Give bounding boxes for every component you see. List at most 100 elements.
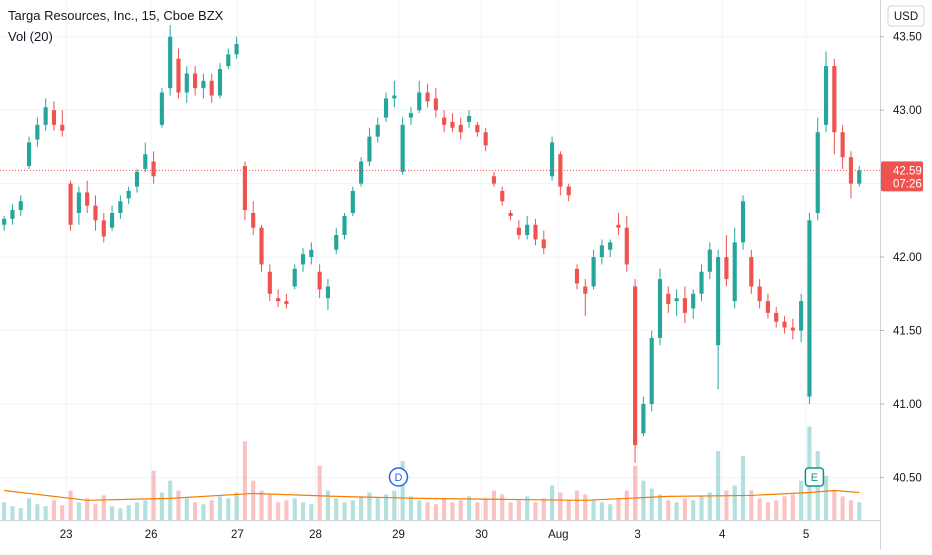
candle-body	[309, 249, 314, 258]
candle-body	[375, 124, 380, 137]
candle-body	[201, 80, 206, 89]
candle-body	[234, 44, 239, 55]
volume-bar	[126, 505, 131, 520]
candle-body	[292, 268, 297, 287]
candle-body	[525, 224, 530, 236]
candle-body	[184, 73, 189, 93]
candle-body	[815, 132, 820, 213]
candle-body	[342, 215, 347, 236]
volume-bar	[583, 494, 588, 520]
candle-body	[533, 224, 538, 240]
candle-body	[110, 212, 115, 228]
volume-bar	[267, 494, 272, 520]
candle-body	[2, 218, 7, 225]
candle-body	[782, 321, 787, 328]
candle-body	[608, 242, 613, 250]
volume-bar	[35, 504, 40, 520]
volume-ma	[4, 489, 860, 501]
candle-body	[85, 192, 90, 206]
volume-bar	[799, 480, 804, 520]
candle-body	[425, 92, 430, 102]
volume-bar	[674, 502, 679, 520]
volume-bar	[193, 502, 198, 520]
candle-body	[450, 121, 455, 128]
x-tick-label: 27	[231, 529, 244, 541]
volume-bar	[375, 498, 380, 520]
candle-body	[466, 116, 472, 122]
volume-bar	[317, 465, 322, 520]
candle-body	[317, 271, 322, 290]
volume-bar	[259, 490, 264, 520]
candle-body	[682, 298, 687, 313]
candle-body	[433, 98, 438, 111]
volume-bar	[234, 492, 239, 520]
candle-body	[226, 54, 231, 67]
candle-body	[757, 286, 762, 302]
volume-bar	[848, 500, 854, 520]
volume-bar	[43, 506, 48, 520]
y-tick-label: 42.00	[893, 252, 922, 264]
volume-bar	[657, 494, 663, 520]
candle-body	[574, 268, 580, 284]
volume-bar	[184, 498, 189, 520]
currency: USD	[894, 11, 918, 23]
volume-bar	[641, 480, 646, 520]
candle-body	[566, 186, 571, 196]
volume-bar	[857, 502, 862, 520]
candle-body	[350, 190, 355, 213]
volume-bar	[633, 465, 638, 520]
x-tick-label: Aug	[548, 529, 568, 541]
candle-body	[857, 170, 862, 184]
countdown: 07:26	[893, 178, 922, 190]
candle-body	[541, 239, 546, 249]
candle-body	[334, 235, 339, 250]
volume-bar	[566, 500, 571, 520]
candle-body	[383, 98, 389, 118]
candle-body	[101, 220, 106, 237]
volume-bar	[458, 500, 463, 520]
volume-bar	[118, 508, 123, 520]
candle-body	[633, 286, 638, 446]
candle-body	[276, 298, 281, 302]
candle-body	[799, 301, 804, 331]
candle-body	[740, 201, 746, 243]
candle-body	[118, 201, 123, 213]
currency-button[interactable]	[887, 5, 925, 27]
candle-body	[367, 136, 372, 162]
earnings-marker	[804, 467, 825, 487]
candle-body	[840, 132, 845, 158]
last-price-box	[881, 161, 923, 192]
candle-body	[267, 271, 272, 294]
candle-body	[674, 298, 679, 302]
volume-bar	[716, 451, 721, 520]
y-tick-label: 40.50	[893, 472, 922, 484]
volume-bar	[757, 498, 762, 520]
x-tick-label: 5	[803, 529, 809, 541]
volume-bar	[143, 500, 148, 520]
x-tick-label: 4	[719, 529, 726, 541]
volume-bar	[367, 492, 372, 520]
candle-body	[516, 227, 521, 236]
candle-body	[483, 132, 488, 146]
volume-bar	[442, 498, 447, 520]
volume-bar	[550, 485, 555, 520]
volume-bar	[508, 502, 513, 520]
volume-bar	[491, 490, 497, 520]
volume-bar	[51, 500, 57, 520]
y-tick-label: 43.00	[893, 105, 922, 117]
volume-bar	[691, 500, 696, 520]
candle-body	[400, 124, 405, 172]
volume-bar	[226, 498, 231, 520]
volume-bar	[516, 500, 521, 520]
volume-bar	[574, 490, 580, 520]
volume-bar	[790, 494, 795, 520]
volume-bar	[201, 504, 206, 520]
candle-body	[616, 224, 621, 228]
candle-body	[126, 190, 131, 199]
candle-body	[18, 201, 23, 211]
volume-bar	[101, 495, 106, 520]
volume-bar	[666, 500, 671, 520]
volume-bar	[110, 506, 115, 520]
indicator-label: Vol (20)	[8, 29, 53, 44]
candle-body	[716, 257, 721, 346]
